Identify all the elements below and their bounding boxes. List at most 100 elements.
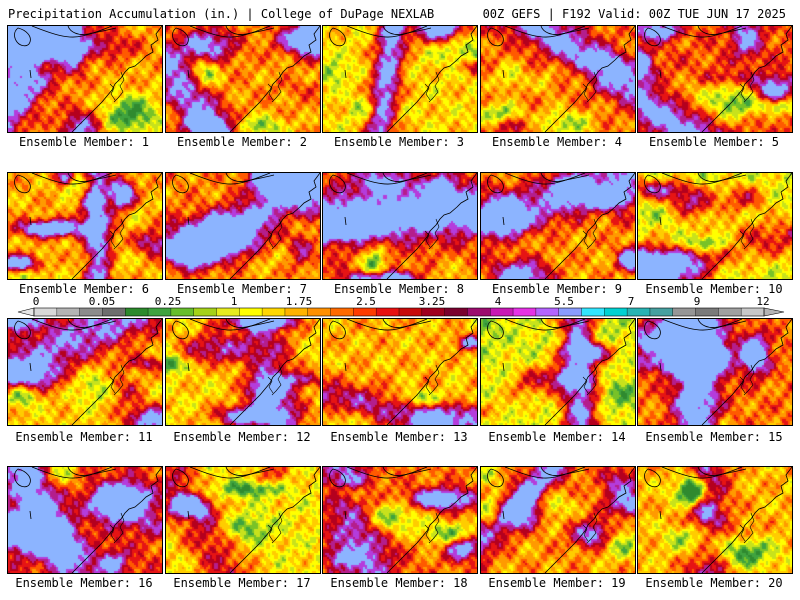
map-title: Precipitation Accumulation (in.) | Colle… [8, 7, 435, 21]
inland-feature [187, 510, 190, 520]
chesapeake-bay-outline [267, 71, 283, 103]
ensemble-map-panel [322, 318, 478, 426]
chesapeake-bay-outline [267, 218, 283, 250]
ensemble-map-panel [480, 25, 636, 133]
coastline [386, 26, 477, 132]
precipitation-field [8, 26, 162, 132]
lake-ontario-outline [697, 467, 747, 476]
lake-ontario-outline [67, 319, 117, 328]
great-lakes-outline [644, 173, 743, 194]
colorbar-swatch [672, 308, 696, 316]
lake-ontario-outline [697, 319, 747, 328]
lake-ontario-outline [382, 173, 432, 182]
colorbar-swatch [330, 308, 354, 316]
lake-ontario-outline [382, 26, 432, 35]
panel-caption: Ensemble Member: 13 [330, 430, 468, 444]
ensemble-map-panel [637, 172, 793, 280]
panel-caption: Ensemble Member: 8 [333, 282, 465, 296]
inland-feature [344, 69, 347, 79]
panel-caption: Ensemble Member: 15 [645, 430, 783, 444]
lake-ontario-outline [67, 26, 117, 35]
lake-ontario-outline [540, 26, 590, 35]
lake-ontario-outline [225, 173, 275, 182]
inland-feature [187, 69, 190, 79]
chesapeake-bay-outline [109, 71, 125, 103]
colorbar-swatch [353, 308, 377, 316]
precipitation-field [8, 319, 162, 425]
coastline [544, 26, 635, 132]
great-lakes-outline [329, 26, 428, 47]
colorbar-tick-label: 3.25 [419, 296, 446, 308]
ensemble-map-panel [480, 466, 636, 574]
chesapeake-bay-outline [424, 364, 440, 396]
colorbar-tick-label: 2.5 [356, 296, 376, 308]
colorbar-swatch [467, 308, 491, 316]
colorbar-right-arrow [763, 307, 785, 317]
panel-caption: Ensemble Member: 2 [176, 135, 308, 149]
great-lakes-outline [644, 467, 743, 488]
inland-feature [187, 362, 190, 372]
precipitation-field [481, 26, 635, 132]
colorbar-tick-label: 7 [628, 296, 635, 308]
precipitation-field [323, 319, 477, 425]
colorbar-tick-label: 0.05 [89, 296, 116, 308]
great-lakes-outline [487, 467, 586, 488]
colorbar-swatch [125, 308, 149, 316]
great-lakes-outline [487, 26, 586, 47]
colorbar-tick-label: 12 [756, 296, 769, 308]
coastline [544, 467, 635, 573]
ensemble-map-panel [7, 172, 163, 280]
inland-feature [502, 362, 505, 372]
lake-ontario-outline [225, 467, 275, 476]
great-lakes-outline [172, 26, 271, 47]
lake-ontario-outline [382, 319, 432, 328]
colorbar-swatch [376, 308, 400, 316]
panel-caption: Ensemble Member: 5 [648, 135, 780, 149]
precipitation-field [8, 173, 162, 279]
precipitation-field [166, 26, 320, 132]
great-lakes-outline [487, 173, 586, 194]
inland-feature [659, 216, 662, 226]
coastline [544, 319, 635, 425]
colorbar-tick-label: 9 [694, 296, 701, 308]
panel-caption: Ensemble Member: 10 [645, 282, 783, 296]
colorbar-swatch [718, 308, 742, 316]
inland-feature [502, 216, 505, 226]
great-lakes-outline [14, 319, 113, 340]
ensemble-map-panel [480, 172, 636, 280]
inland-feature [29, 510, 32, 520]
chesapeake-bay-outline [739, 512, 755, 544]
chesapeake-bay-outline [582, 218, 598, 250]
panel-caption: Ensemble Member: 18 [330, 576, 468, 590]
colorbar-tick-label: 0.25 [155, 296, 182, 308]
colorbar-tick-label: 1 [231, 296, 238, 308]
inland-feature [502, 510, 505, 520]
lake-ontario-outline [382, 467, 432, 476]
precipitation-field [638, 319, 792, 425]
ensemble-map-panel [637, 25, 793, 133]
ensemble-map-panel [7, 25, 163, 133]
chesapeake-bay-outline [739, 364, 755, 396]
colorbar-tick-label: 5.5 [554, 296, 574, 308]
coastline [701, 26, 792, 132]
coastline [701, 319, 792, 425]
precipitation-field [481, 173, 635, 279]
ensemble-map-panel [322, 25, 478, 133]
colorbar-swatch [34, 308, 58, 316]
great-lakes-outline [14, 26, 113, 47]
chesapeake-bay-outline [582, 512, 598, 544]
coastline [71, 467, 162, 573]
great-lakes-outline [172, 467, 271, 488]
colorbar-swatch [79, 308, 103, 316]
panel-caption: Ensemble Member: 9 [491, 282, 623, 296]
colorbar-swatch [239, 308, 263, 316]
run-valid-time: 00Z GEFS | F192 Valid: 00Z TUE JUN 17 20… [482, 7, 786, 21]
lake-ontario-outline [67, 467, 117, 476]
ensemble-map-panel [480, 318, 636, 426]
precipitation-field [8, 467, 162, 573]
great-lakes-outline [644, 319, 743, 340]
colorbar-swatch [262, 308, 286, 316]
panel-caption: Ensemble Member: 17 [173, 576, 311, 590]
ensemble-map-panel [165, 25, 321, 133]
precipitation-field [638, 26, 792, 132]
